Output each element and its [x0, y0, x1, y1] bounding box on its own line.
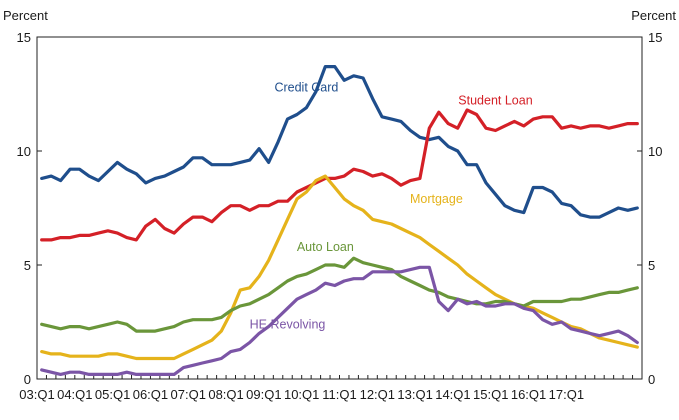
left-axis-unit-label: Percent — [3, 8, 48, 23]
right-axis-unit-label: Percent — [631, 8, 676, 23]
x-tick-label: 03:Q1 — [19, 387, 54, 402]
x-tick-label: 12:Q1 — [360, 387, 395, 402]
student-loan-series-label: Student Loan — [458, 93, 532, 107]
x-tick-label: 16:Q1 — [511, 387, 546, 402]
right-tick-label: 10 — [648, 144, 662, 159]
x-tick-label: 08:Q1 — [208, 387, 243, 402]
right-tick-label: 0 — [648, 372, 655, 387]
he-revolving-series-label: HE Revolving — [250, 317, 326, 331]
left-tick-label: 5 — [24, 258, 31, 273]
x-tick-label: 15:Q1 — [473, 387, 508, 402]
auto-loan-series-line — [40, 256, 639, 333]
mortgage-series-label: Mortgage — [410, 192, 463, 206]
right-tick-label: 15 — [648, 30, 662, 45]
x-tick-label: 13:Q1 — [397, 387, 432, 402]
right-y-axis: 0 5 10 15 — [637, 30, 662, 387]
x-tick-label: 06:Q1 — [133, 387, 168, 402]
he-revolving-series-line — [40, 265, 639, 376]
x-tick-label: 17:Q1 — [549, 387, 584, 402]
x-tick-label: 09:Q1 — [246, 387, 281, 402]
auto-loan-series-label: Auto Loan — [297, 240, 354, 254]
left-y-axis: 0 5 10 15 — [17, 30, 42, 387]
x-tick-label: 10:Q1 — [284, 387, 319, 402]
x-tick-label: 14:Q1 — [435, 387, 470, 402]
series-layer — [40, 64, 639, 376]
mortgage-series-line — [40, 174, 639, 361]
left-tick-label: 10 — [17, 144, 31, 159]
credit-card-series-label: Credit Card — [274, 81, 338, 95]
left-tick-label: 15 — [17, 30, 31, 45]
x-tick-label: 04:Q1 — [57, 387, 92, 402]
x-tick-label: 11:Q1 — [322, 387, 356, 402]
plot-frame — [36, 36, 643, 380]
credit-card-series-line — [40, 64, 639, 219]
right-tick-label: 5 — [648, 258, 655, 273]
left-tick-label: 0 — [24, 372, 31, 387]
x-tick-label: 05:Q1 — [95, 387, 130, 402]
x-tick-label: 07:Q1 — [171, 387, 206, 402]
student-loan-series-line — [40, 108, 639, 242]
series-label-layer: Credit Card Student Loan Mortgage Auto Loan… — [250, 81, 533, 332]
